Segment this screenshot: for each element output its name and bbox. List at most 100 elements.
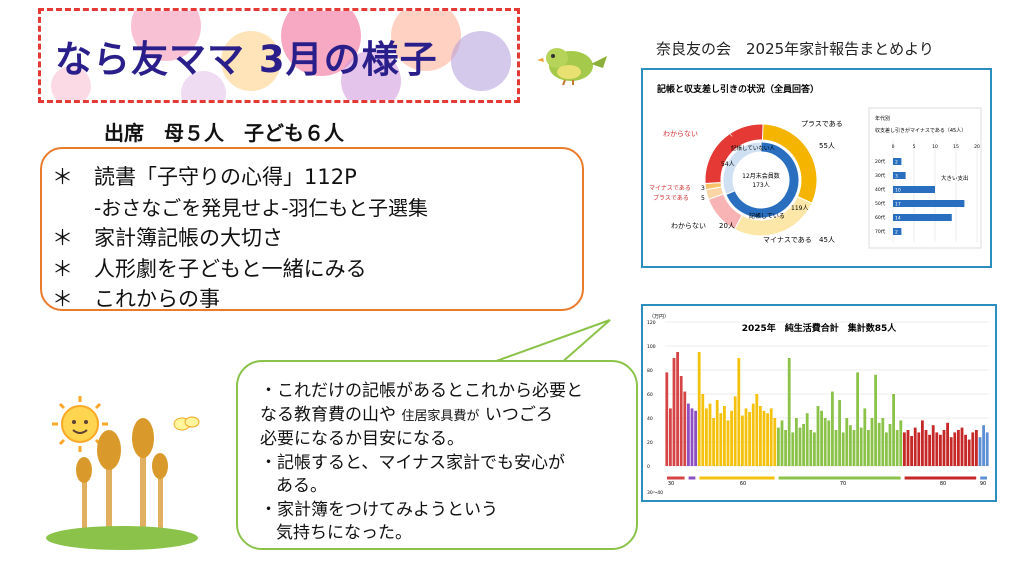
bar: [841, 432, 845, 466]
age-group-label: 30: [668, 481, 674, 487]
page-title: なら友ママ 3月の様子: [55, 38, 438, 81]
label-20: 20人: [719, 222, 735, 230]
label-55: 55人: [819, 142, 835, 150]
label-minus: マイナスである: [763, 236, 812, 244]
bar: [893, 172, 906, 179]
bar: [953, 432, 957, 466]
bar: [719, 413, 723, 466]
bar: [672, 358, 676, 466]
bar: [723, 406, 726, 466]
bar: [859, 427, 863, 466]
bar: [852, 430, 856, 466]
y-tick-label: 60: [647, 392, 653, 398]
title-banner: なら友ママ 3月の様子: [38, 8, 520, 103]
y-tick-label: 100: [647, 344, 656, 350]
panel1-title: 記帳と収支差し引きの状況（全員回答）: [657, 83, 819, 95]
bar: [838, 400, 841, 466]
bar: [676, 352, 679, 466]
bar: [906, 430, 910, 466]
bar-category-label: 70代: [875, 228, 886, 235]
bar: [964, 434, 967, 466]
label-54: 54人: [721, 161, 735, 168]
bar: [755, 394, 759, 466]
bar: [705, 408, 708, 466]
bar: [885, 432, 888, 466]
bar: [665, 372, 669, 466]
bar: [687, 403, 690, 466]
bar: [715, 400, 719, 466]
axis-tick-label: 15: [953, 144, 959, 150]
bar: [975, 430, 978, 466]
bar: [917, 432, 921, 466]
bar-title: 年代別: [875, 115, 890, 122]
bar: [780, 420, 784, 466]
bar: [870, 418, 874, 466]
bar: [985, 432, 989, 466]
bar: [967, 439, 971, 466]
y-tick-label: 120: [647, 320, 656, 326]
bar-subtitle: 収支差し引きがマイナスである（45人）: [875, 127, 966, 134]
label-46: 46人: [717, 130, 733, 138]
vertical-bar-chart: 120 100 80 60 40 20 0 30 60 70 80 90 30～40: [647, 320, 989, 496]
bar: [795, 418, 798, 466]
comment-line: 気持ちになった。: [276, 523, 412, 543]
bar: [913, 427, 917, 466]
topic-item: ＊家計簿記帳の大切さ: [52, 226, 283, 250]
y-tick-label: 0: [647, 464, 650, 470]
y-tick-label: 20: [647, 440, 653, 446]
decor-dot: [341, 51, 401, 100]
bar: [759, 406, 762, 466]
bar: [856, 372, 859, 466]
bar: [982, 425, 985, 466]
bar: [881, 418, 885, 466]
decor-dot: [451, 31, 511, 91]
topic-subitem: -おさなごを発見せよ-羽仁もと子選集: [94, 196, 429, 220]
label-wakaranai: わからない: [663, 130, 698, 138]
panel2-title: 2025年 純生活費合計 集計数85人: [742, 322, 898, 334]
bar: [690, 408, 694, 466]
bar: [893, 214, 952, 221]
bar: [910, 436, 913, 466]
living-cost-panel: （万円） 2025年 純生活費合計 集計数85人 120 100 80 60 40 20 0…: [641, 304, 997, 502]
donut-inner-slice: [722, 141, 762, 196]
comment-line: ある。: [276, 476, 327, 496]
bar: [827, 420, 831, 466]
comment-line: 必要になるか目安になる。: [260, 429, 464, 449]
bird-icon: [537, 48, 607, 86]
age-group-label: 60: [740, 481, 746, 487]
horsetail-illustration: [46, 396, 200, 550]
bar: [834, 430, 838, 466]
bar-category-label: 40代: [875, 186, 886, 193]
bar: [712, 418, 715, 466]
age-group-label: 70: [840, 481, 846, 487]
bar: [683, 391, 687, 466]
comment-bubble: ・これだけの記帳があるとこれから必要と なる教育費の山や 住居家具費が いつごろ…: [236, 360, 638, 550]
bar: [741, 415, 744, 466]
topic-item: ＊読書「子守りの心得」112P: [52, 165, 357, 189]
bar-category-label: 50代: [875, 200, 886, 207]
bar: [895, 430, 899, 466]
bar-category-label: 30代: [875, 172, 886, 179]
bar: [784, 430, 787, 466]
bar: [863, 408, 867, 466]
decor-dot: [181, 71, 226, 100]
age-bar-chart: 0 5 10 15 20 20代 2 30代 3 40代 10 50代 17 60代 14 70代 2: [875, 140, 980, 242]
bar: [946, 422, 949, 466]
bar: [893, 186, 935, 193]
bar: [960, 427, 964, 466]
bar: [820, 410, 823, 466]
bar: [726, 420, 730, 466]
donut-center-label: 12月末会員数: [742, 172, 780, 180]
bar: [893, 228, 902, 235]
bar: [669, 408, 672, 466]
living-cost-chart: （万円） 2025年 純生活費合計 集計数85人 120 100 80 60 40 20 0…: [647, 314, 989, 496]
donut-center-value: 173人: [752, 182, 769, 189]
bar: [831, 391, 834, 466]
bar: [942, 430, 946, 466]
bar: [845, 418, 849, 466]
bar-value-label: 2: [895, 160, 898, 166]
attendance-text: 出席 母５人 子ども６人: [104, 121, 344, 145]
bar: [730, 410, 733, 466]
bar: [849, 425, 852, 466]
bar-value-label: 10: [895, 188, 901, 194]
